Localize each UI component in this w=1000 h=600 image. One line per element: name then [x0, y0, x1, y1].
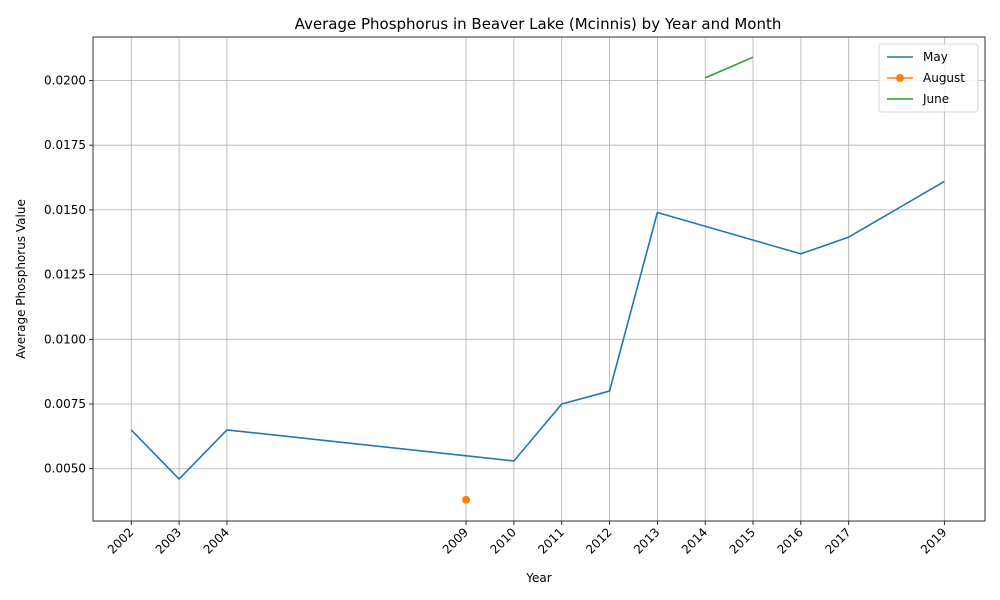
x-tick-label: 2019: [918, 525, 949, 556]
y-tick-label: 0.0125: [44, 268, 86, 282]
x-tick-label: 2009: [440, 525, 471, 556]
legend-label-august: August: [923, 71, 965, 85]
x-tick-label: 2014: [679, 525, 710, 556]
y-tick-label: 0.0175: [44, 138, 86, 152]
legend-marker-august: [896, 74, 904, 82]
x-tick-label: 2004: [201, 525, 232, 556]
data-point-august: [462, 495, 471, 504]
plot-frame: [92, 36, 986, 522]
x-axis-ticks: 2002 2003 2004 2009 2010 2011 2012 2013 2014 2015…: [105, 521, 949, 557]
x-tick-label: 2012: [583, 525, 614, 556]
legend-label-may: May: [923, 50, 948, 64]
x-axis-label: Year: [525, 571, 551, 585]
y-tick-label: 0.0050: [44, 462, 86, 476]
x-tick-label: 2013: [631, 525, 662, 556]
series-line-may: [130, 180, 945, 480]
series-line-june: [704, 56, 754, 79]
legend: May August June: [878, 43, 979, 113]
x-tick-label: 2003: [153, 525, 184, 556]
x-tick-label: 2015: [727, 525, 758, 556]
legend-box: [878, 43, 979, 113]
chart-title: Average Phosphorus in Beaver Lake (Mcinn…: [295, 15, 782, 33]
legend-label-june: June: [922, 92, 949, 106]
y-tick-label: 0.0100: [44, 332, 86, 346]
grid: [93, 37, 985, 521]
x-tick-label: 2002: [105, 525, 136, 556]
y-tick-label: 0.0200: [44, 73, 86, 87]
y-axis-label: Average Phosphorus Value: [14, 199, 28, 359]
x-tick-label: 2017: [822, 525, 853, 556]
y-axis-ticks: 0.0050 0.0075 0.0100 0.0125 0.0150 0.0175 0.02…: [44, 73, 93, 476]
y-tick-label: 0.0150: [44, 203, 86, 217]
x-tick-label: 2010: [488, 525, 519, 556]
y-tick-label: 0.0075: [44, 397, 86, 411]
x-tick-label: 2011: [535, 525, 566, 556]
series-layer: [130, 56, 945, 504]
x-tick-label: 2016: [774, 525, 805, 556]
